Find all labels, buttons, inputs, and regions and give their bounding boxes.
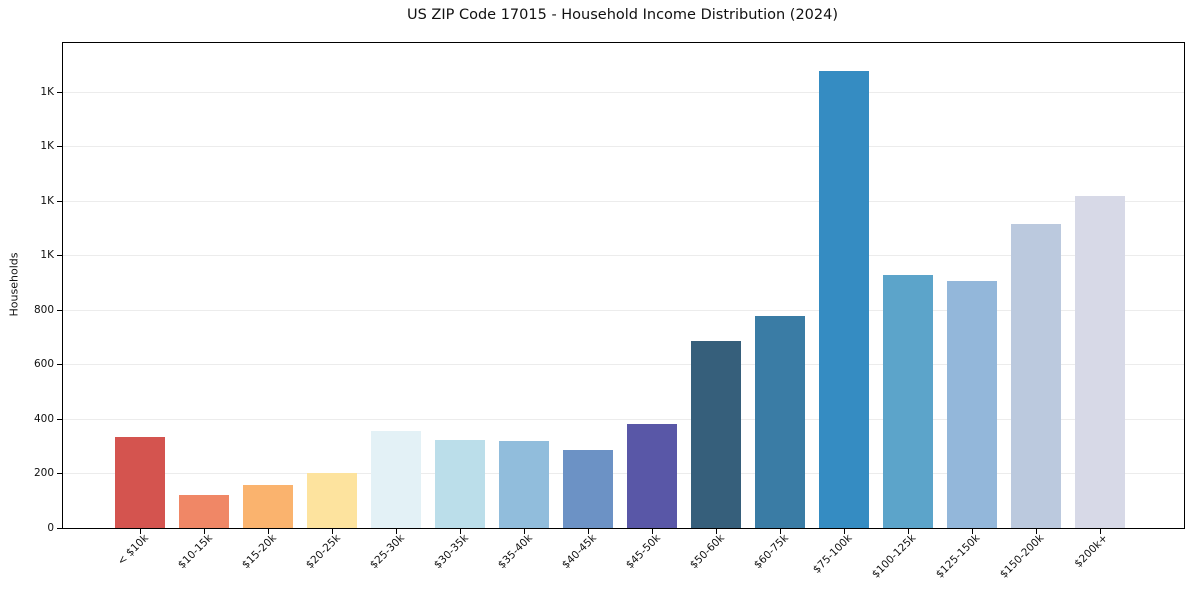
bar xyxy=(563,449,613,528)
y-tick-label: 1K xyxy=(40,140,54,153)
x-axis-tick xyxy=(268,529,269,534)
bar-slot: $35-40k xyxy=(492,43,556,571)
y-tick-label: 800 xyxy=(33,303,54,316)
bar-slot: $45-50k xyxy=(620,43,684,571)
bar-slot: $125-150k xyxy=(934,43,1004,581)
gridline xyxy=(63,200,1184,202)
x-tick-label: $35-40k xyxy=(495,532,535,572)
x-axis-tick xyxy=(460,529,461,534)
y-axis-tick xyxy=(57,473,62,475)
x-axis-tick xyxy=(140,529,141,534)
gridline xyxy=(63,364,1184,366)
bar xyxy=(819,70,869,528)
y-axis-tick xyxy=(57,146,62,148)
bar xyxy=(499,441,549,528)
bar-slot: $100-125k xyxy=(870,43,940,581)
bar xyxy=(691,340,741,528)
bar xyxy=(1075,195,1125,528)
y-axis-tick xyxy=(57,528,62,529)
bar-slot: $75-100k xyxy=(811,43,876,576)
x-axis-tick xyxy=(524,529,525,534)
x-tick-label: $125-150k xyxy=(934,532,983,581)
y-tick-label: 1K xyxy=(40,249,54,262)
gridline xyxy=(63,146,1184,148)
x-tick-label: $60-75k xyxy=(751,532,791,572)
bar-slot: < $10k xyxy=(108,43,172,568)
x-tick-label: $45-50k xyxy=(623,532,663,572)
x-tick-label: $150-200k xyxy=(998,532,1047,581)
y-axis-tick xyxy=(57,91,62,93)
y-tick-label: 400 xyxy=(33,412,54,425)
bar xyxy=(115,436,165,528)
x-tick-label: $30-35k xyxy=(431,532,471,572)
bar-slot: $30-35k xyxy=(428,43,492,571)
bar xyxy=(435,439,485,528)
x-axis-tick xyxy=(652,529,653,534)
bar xyxy=(947,281,997,528)
bars-row: < $10k $10-15k $15-20k $20-25k $25-30k $30-35… xyxy=(63,43,1184,581)
chart-title: US ZIP Code 17015 - Household Income Dis… xyxy=(406,7,839,23)
gridline xyxy=(63,473,1184,475)
plot-area: 0 200 400 600 800 1K 1K 1K 1K < $10k $10-15k $15-2… xyxy=(34,42,1185,581)
bar-slot: $150-200k xyxy=(998,43,1068,581)
x-tick-label: $200k+ xyxy=(1072,532,1111,570)
y-tick-label: 1K xyxy=(40,194,54,207)
bar xyxy=(179,495,229,528)
x-tick-label: $50-60k xyxy=(687,532,727,572)
x-tick-label: < $10k xyxy=(115,532,151,568)
gridline xyxy=(63,255,1184,257)
x-axis-tick xyxy=(204,529,205,534)
x-tick-label: $20-25k xyxy=(303,532,343,572)
bar-slot: $15-20k xyxy=(236,43,300,571)
y-axis-label: Households xyxy=(7,252,21,317)
bar-slot: $20-25k xyxy=(300,43,364,571)
bar-slot: $10-15k xyxy=(172,43,236,571)
y-axis-tick xyxy=(57,418,62,420)
x-tick-label: $15-20k xyxy=(239,532,279,572)
x-tick-label: $25-30k xyxy=(367,532,407,572)
y-tick-label: 0 xyxy=(47,522,54,534)
bar xyxy=(371,430,421,528)
y-tick-label: 1K xyxy=(40,85,54,98)
x-tick-label: $75-100k xyxy=(810,532,855,576)
x-axis-tick xyxy=(588,529,589,534)
gridline xyxy=(63,418,1184,420)
x-axis-tick xyxy=(844,529,845,534)
y-axis-tick xyxy=(57,309,62,311)
bar xyxy=(883,275,933,528)
x-axis-tick xyxy=(908,529,909,534)
bar xyxy=(243,485,293,528)
bar-slot: $200k+ xyxy=(1068,43,1132,570)
y-axis-tick xyxy=(57,200,62,202)
bar xyxy=(307,473,357,528)
x-tick-label: $10-15k xyxy=(175,532,215,572)
y-axis-tick xyxy=(57,364,62,366)
bar-slot: $50-60k xyxy=(684,43,748,571)
gridline xyxy=(63,91,1184,93)
x-tick-label: $100-125k xyxy=(870,532,919,581)
x-axis-tick xyxy=(972,529,973,534)
bar xyxy=(1011,224,1061,528)
x-axis-tick xyxy=(780,529,781,534)
bar xyxy=(755,316,805,528)
y-tick-label: 200 xyxy=(33,467,54,480)
x-axis-tick xyxy=(332,529,333,534)
x-tick-label: $40-45k xyxy=(559,532,599,572)
bar-slot: $60-75k xyxy=(748,43,812,571)
bar xyxy=(627,423,677,528)
x-axis-tick xyxy=(716,529,717,534)
bar-slot: $40-45k xyxy=(556,43,620,571)
x-axis-tick xyxy=(1036,529,1037,534)
bar-slot: $25-30k xyxy=(364,43,428,571)
gridline xyxy=(63,309,1184,311)
x-axis-tick xyxy=(396,529,397,534)
x-axis-tick xyxy=(1100,529,1101,534)
y-tick-label: 600 xyxy=(33,358,54,371)
y-axis-tick xyxy=(57,255,62,257)
